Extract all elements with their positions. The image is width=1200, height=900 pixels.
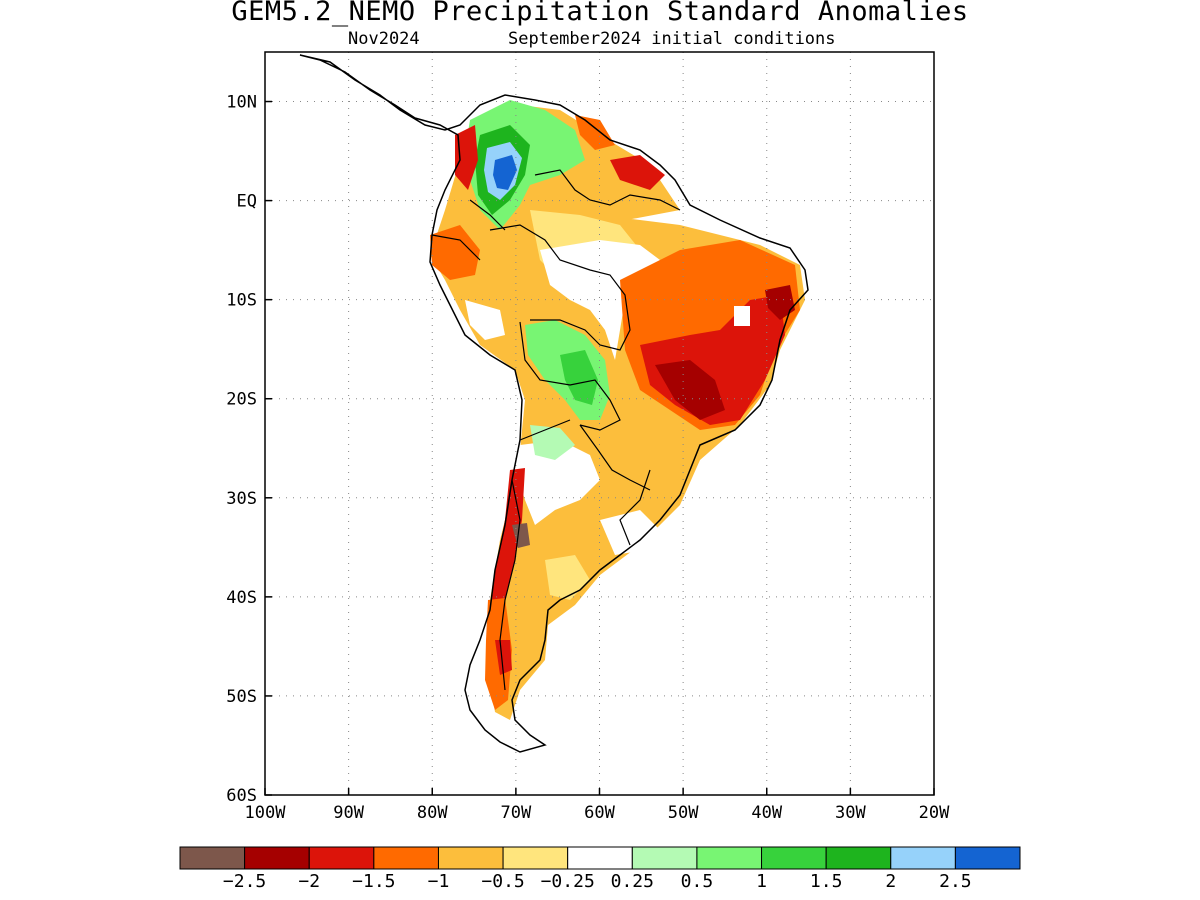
- anomaly-region-white-patch: [734, 306, 750, 326]
- anomaly-fields: [430, 100, 805, 720]
- legend-label: 1: [756, 871, 767, 892]
- legend-swatch: [179, 846, 246, 870]
- lon-tick-label: 100W: [245, 803, 287, 823]
- anomaly-region-red-north-coast: [610, 155, 665, 190]
- anomaly-region-red-northwest: [455, 125, 478, 190]
- lon-tick-label: 60W: [584, 803, 615, 823]
- color-legend: −2.5 −2 −1.5 −1 −0.5 −0.25 0.25 0.5 1 1.5 2 2.5: [179, 846, 1021, 892]
- anomaly-region-blue: [493, 155, 517, 190]
- lat-tick-label: 10S: [226, 291, 257, 311]
- legend-swatch: [437, 846, 504, 870]
- legend-label: 0.25: [611, 871, 654, 892]
- legend-swatch: [567, 846, 633, 870]
- legend-label: −1: [428, 871, 450, 892]
- legend-label: −1.5: [352, 871, 395, 892]
- anomaly-region-white-west: [465, 300, 505, 340]
- anomaly-region-lightgreen: [530, 425, 575, 460]
- anomaly-region-darkgreen-central: [560, 350, 598, 405]
- legend-swatch: [890, 846, 956, 870]
- anomaly-region-red-patagonia: [495, 640, 512, 675]
- anomaly-region-orange-west: [430, 225, 480, 280]
- anomaly-region-darkred-east: [655, 360, 725, 420]
- lat-tick-label: 60S: [226, 786, 257, 806]
- legend-label: −0.5: [481, 871, 524, 892]
- legend-swatch: [373, 846, 439, 870]
- legend-swatch: [244, 846, 310, 870]
- legend-swatch: [308, 846, 375, 870]
- legend-label: −2: [298, 871, 320, 892]
- lat-tick-label: 30S: [226, 489, 257, 509]
- forecast-month: Nov2024: [348, 29, 420, 49]
- legend-label: 2: [885, 871, 896, 892]
- lon-tick-label: 70W: [501, 803, 532, 823]
- initial-conditions: September2024 initial conditions: [508, 29, 836, 49]
- legend-swatch: [761, 846, 827, 870]
- legend-swatch: [696, 846, 763, 870]
- legend-label: −2.5: [223, 871, 266, 892]
- longitude-labels: 100W 90W 80W 70W 60W 50W 40W 30W 20W: [245, 803, 951, 823]
- legend-swatch: [631, 846, 698, 870]
- legend-label: 0.5: [681, 871, 714, 892]
- legend-swatch: [825, 846, 892, 870]
- legend-swatch: [502, 846, 569, 870]
- legend-label: 1.5: [810, 871, 843, 892]
- anomaly-region-white-southeast: [600, 510, 660, 555]
- map-gridlines: [265, 52, 934, 795]
- anomaly-region-white-south: [515, 440, 600, 525]
- country-borders: [431, 169, 681, 691]
- lat-tick-label: 10N: [226, 93, 257, 113]
- legend-label: 2.5: [939, 871, 972, 892]
- lon-tick-label: 90W: [333, 803, 364, 823]
- lat-tick-label: 40S: [226, 588, 257, 608]
- anomaly-region-pale-south: [545, 555, 590, 600]
- anomaly-region-brown-chile: [512, 523, 530, 548]
- anomaly-region-orange-north-coast: [575, 115, 615, 150]
- lon-tick-label: 20W: [919, 803, 950, 823]
- chart-title: GEM5.2_NEMO Precipitation Standard Anoma…: [231, 0, 969, 27]
- lon-tick-label: 80W: [417, 803, 448, 823]
- lon-tick-label: 50W: [668, 803, 699, 823]
- south-america-coastline: [299, 54, 809, 753]
- axis-ticks: [264, 100, 935, 796]
- lon-tick-label: 40W: [751, 803, 782, 823]
- lon-tick-label: 30W: [835, 803, 866, 823]
- legend-label: −0.25: [541, 871, 595, 892]
- anomaly-region-darkred-northeast: [765, 285, 795, 320]
- lat-tick-label: EQ: [237, 192, 257, 212]
- lat-tick-label: 50S: [226, 687, 257, 707]
- latitude-labels: 10N EQ 10S 20S 30S 40S 50S 60S: [226, 93, 257, 806]
- anomaly-region-white-central: [540, 240, 660, 360]
- lat-tick-label: 20S: [226, 390, 257, 410]
- legend-swatch: [954, 846, 1021, 870]
- anomaly-region-red-chile: [490, 468, 525, 640]
